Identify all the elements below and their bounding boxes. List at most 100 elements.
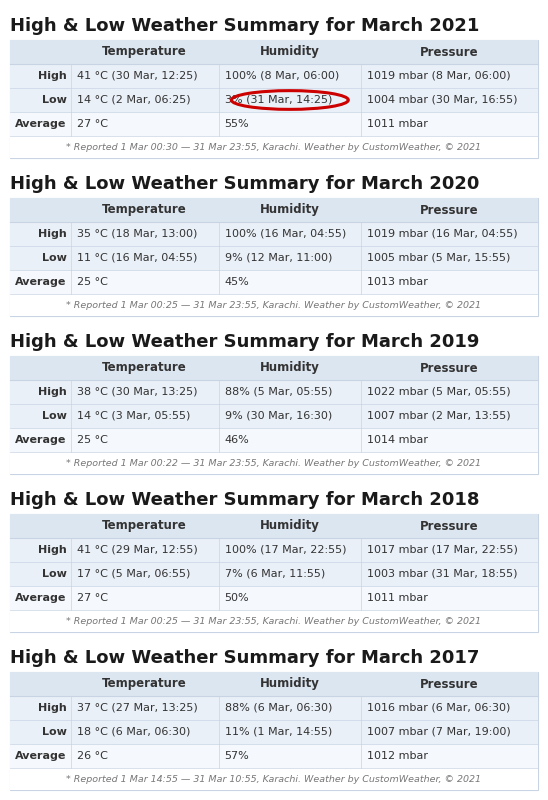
Text: 100% (8 Mar, 06:00): 100% (8 Mar, 06:00) xyxy=(225,71,339,81)
Text: 7% (6 Mar, 11:55): 7% (6 Mar, 11:55) xyxy=(225,569,325,579)
Text: 88% (6 Mar, 06:30): 88% (6 Mar, 06:30) xyxy=(225,703,332,713)
Text: High & Low Weather Summary for March 2020: High & Low Weather Summary for March 202… xyxy=(10,174,479,193)
Bar xyxy=(10,246,538,270)
Bar xyxy=(10,538,538,562)
Text: 88% (5 Mar, 05:55): 88% (5 Mar, 05:55) xyxy=(225,387,332,397)
Bar xyxy=(10,88,538,112)
Text: Humidity: Humidity xyxy=(260,203,320,217)
Text: Pressure: Pressure xyxy=(420,519,479,533)
Bar xyxy=(10,356,538,380)
Text: * Reported 1 Mar 00:22 — 31 Mar 23:55, Karachi. Weather by CustomWeather, © 2021: * Reported 1 Mar 00:22 — 31 Mar 23:55, K… xyxy=(66,458,482,467)
Text: 11 °C (16 Mar, 04:55): 11 °C (16 Mar, 04:55) xyxy=(77,253,197,263)
Text: 38 °C (30 Mar, 13:25): 38 °C (30 Mar, 13:25) xyxy=(77,387,197,397)
Text: High: High xyxy=(38,71,67,81)
Text: 55%: 55% xyxy=(225,119,249,129)
Bar xyxy=(10,112,538,136)
Text: Average: Average xyxy=(15,751,67,761)
Text: Humidity: Humidity xyxy=(260,362,320,374)
Text: Low: Low xyxy=(42,569,67,579)
Bar xyxy=(10,696,538,720)
Text: 1014 mbar: 1014 mbar xyxy=(367,435,428,445)
Text: 1007 mbar (2 Mar, 13:55): 1007 mbar (2 Mar, 13:55) xyxy=(367,411,511,421)
Bar xyxy=(10,672,538,790)
Text: Humidity: Humidity xyxy=(260,519,320,533)
Text: * Reported 1 Mar 00:25 — 31 Mar 23:55, Karachi. Weather by CustomWeather, © 2021: * Reported 1 Mar 00:25 — 31 Mar 23:55, K… xyxy=(66,617,482,626)
Text: 27 °C: 27 °C xyxy=(77,119,108,129)
Text: Temperature: Temperature xyxy=(102,362,187,374)
Text: Temperature: Temperature xyxy=(102,678,187,690)
Bar xyxy=(10,40,538,64)
Text: 37 °C (27 Mar, 13:25): 37 °C (27 Mar, 13:25) xyxy=(77,703,197,713)
Bar xyxy=(10,768,538,790)
Text: 1012 mbar: 1012 mbar xyxy=(367,751,428,761)
Text: High: High xyxy=(38,703,67,713)
Text: 25 °C: 25 °C xyxy=(77,277,107,287)
Bar xyxy=(10,270,538,294)
Text: 18 °C (6 Mar, 06:30): 18 °C (6 Mar, 06:30) xyxy=(77,727,190,737)
Text: 14 °C (2 Mar, 06:25): 14 °C (2 Mar, 06:25) xyxy=(77,95,190,105)
Text: High: High xyxy=(38,229,67,239)
Text: High & Low Weather Summary for March 2019: High & Low Weather Summary for March 201… xyxy=(10,333,479,350)
Text: 46%: 46% xyxy=(225,435,249,445)
Text: High & Low Weather Summary for March 2017: High & Low Weather Summary for March 201… xyxy=(10,649,479,666)
Bar xyxy=(10,452,538,474)
Text: Temperature: Temperature xyxy=(102,519,187,533)
Text: * Reported 1 Mar 14:55 — 31 Mar 10:55, Karachi. Weather by CustomWeather, © 2021: * Reported 1 Mar 14:55 — 31 Mar 10:55, K… xyxy=(66,774,482,783)
Text: 45%: 45% xyxy=(225,277,249,287)
Text: 57%: 57% xyxy=(225,751,249,761)
Text: Low: Low xyxy=(42,411,67,421)
Bar xyxy=(10,610,538,632)
Text: 50%: 50% xyxy=(225,593,249,603)
Text: Low: Low xyxy=(42,95,67,105)
Bar xyxy=(10,672,538,696)
Text: Average: Average xyxy=(15,277,67,287)
Text: 14 °C (3 Mar, 05:55): 14 °C (3 Mar, 05:55) xyxy=(77,411,190,421)
Bar xyxy=(10,64,538,88)
Bar xyxy=(10,40,538,158)
Text: High & Low Weather Summary for March 2021: High & Low Weather Summary for March 202… xyxy=(10,17,479,34)
Text: Pressure: Pressure xyxy=(420,46,479,58)
Text: 100% (17 Mar, 22:55): 100% (17 Mar, 22:55) xyxy=(225,545,346,555)
Text: 9% (30 Mar, 16:30): 9% (30 Mar, 16:30) xyxy=(225,411,332,421)
Text: 41 °C (30 Mar, 12:25): 41 °C (30 Mar, 12:25) xyxy=(77,71,197,81)
Bar xyxy=(10,404,538,428)
Text: 1013 mbar: 1013 mbar xyxy=(367,277,428,287)
Text: Average: Average xyxy=(15,119,67,129)
Bar xyxy=(10,294,538,316)
Text: High & Low Weather Summary for March 2018: High & Low Weather Summary for March 201… xyxy=(10,490,479,509)
Text: 1017 mbar (17 Mar, 22:55): 1017 mbar (17 Mar, 22:55) xyxy=(367,545,518,555)
Text: High: High xyxy=(38,545,67,555)
Text: Humidity: Humidity xyxy=(260,46,320,58)
Text: Average: Average xyxy=(15,435,67,445)
Text: Pressure: Pressure xyxy=(420,203,479,217)
Bar xyxy=(10,198,538,222)
Text: 1022 mbar (5 Mar, 05:55): 1022 mbar (5 Mar, 05:55) xyxy=(367,387,511,397)
Text: 1019 mbar (16 Mar, 04:55): 1019 mbar (16 Mar, 04:55) xyxy=(367,229,518,239)
Bar xyxy=(10,428,538,452)
Text: 1019 mbar (8 Mar, 06:00): 1019 mbar (8 Mar, 06:00) xyxy=(367,71,511,81)
Text: 1004 mbar (30 Mar, 16:55): 1004 mbar (30 Mar, 16:55) xyxy=(367,95,518,105)
Bar xyxy=(10,222,538,246)
Text: 35 °C (18 Mar, 13:00): 35 °C (18 Mar, 13:00) xyxy=(77,229,197,239)
Text: Pressure: Pressure xyxy=(420,678,479,690)
Text: 25 °C: 25 °C xyxy=(77,435,107,445)
Text: Pressure: Pressure xyxy=(420,362,479,374)
Text: * Reported 1 Mar 00:30 — 31 Mar 23:55, Karachi. Weather by CustomWeather, © 2021: * Reported 1 Mar 00:30 — 31 Mar 23:55, K… xyxy=(66,142,482,151)
Text: 41 °C (29 Mar, 12:55): 41 °C (29 Mar, 12:55) xyxy=(77,545,197,555)
Bar xyxy=(10,514,538,632)
Text: Low: Low xyxy=(42,253,67,263)
Text: 1003 mbar (31 Mar, 18:55): 1003 mbar (31 Mar, 18:55) xyxy=(367,569,518,579)
Text: 1011 mbar: 1011 mbar xyxy=(367,119,428,129)
Text: 26 °C: 26 °C xyxy=(77,751,107,761)
Text: Temperature: Temperature xyxy=(102,46,187,58)
Text: 11% (1 Mar, 14:55): 11% (1 Mar, 14:55) xyxy=(225,727,332,737)
Text: 1016 mbar (6 Mar, 06:30): 1016 mbar (6 Mar, 06:30) xyxy=(367,703,511,713)
Text: Low: Low xyxy=(42,727,67,737)
Text: 100% (16 Mar, 04:55): 100% (16 Mar, 04:55) xyxy=(225,229,346,239)
Text: 1011 mbar: 1011 mbar xyxy=(367,593,428,603)
Text: 1005 mbar (5 Mar, 15:55): 1005 mbar (5 Mar, 15:55) xyxy=(367,253,511,263)
Text: Temperature: Temperature xyxy=(102,203,187,217)
Bar xyxy=(10,562,538,586)
Bar xyxy=(10,744,538,768)
Text: 1007 mbar (7 Mar, 19:00): 1007 mbar (7 Mar, 19:00) xyxy=(367,727,511,737)
